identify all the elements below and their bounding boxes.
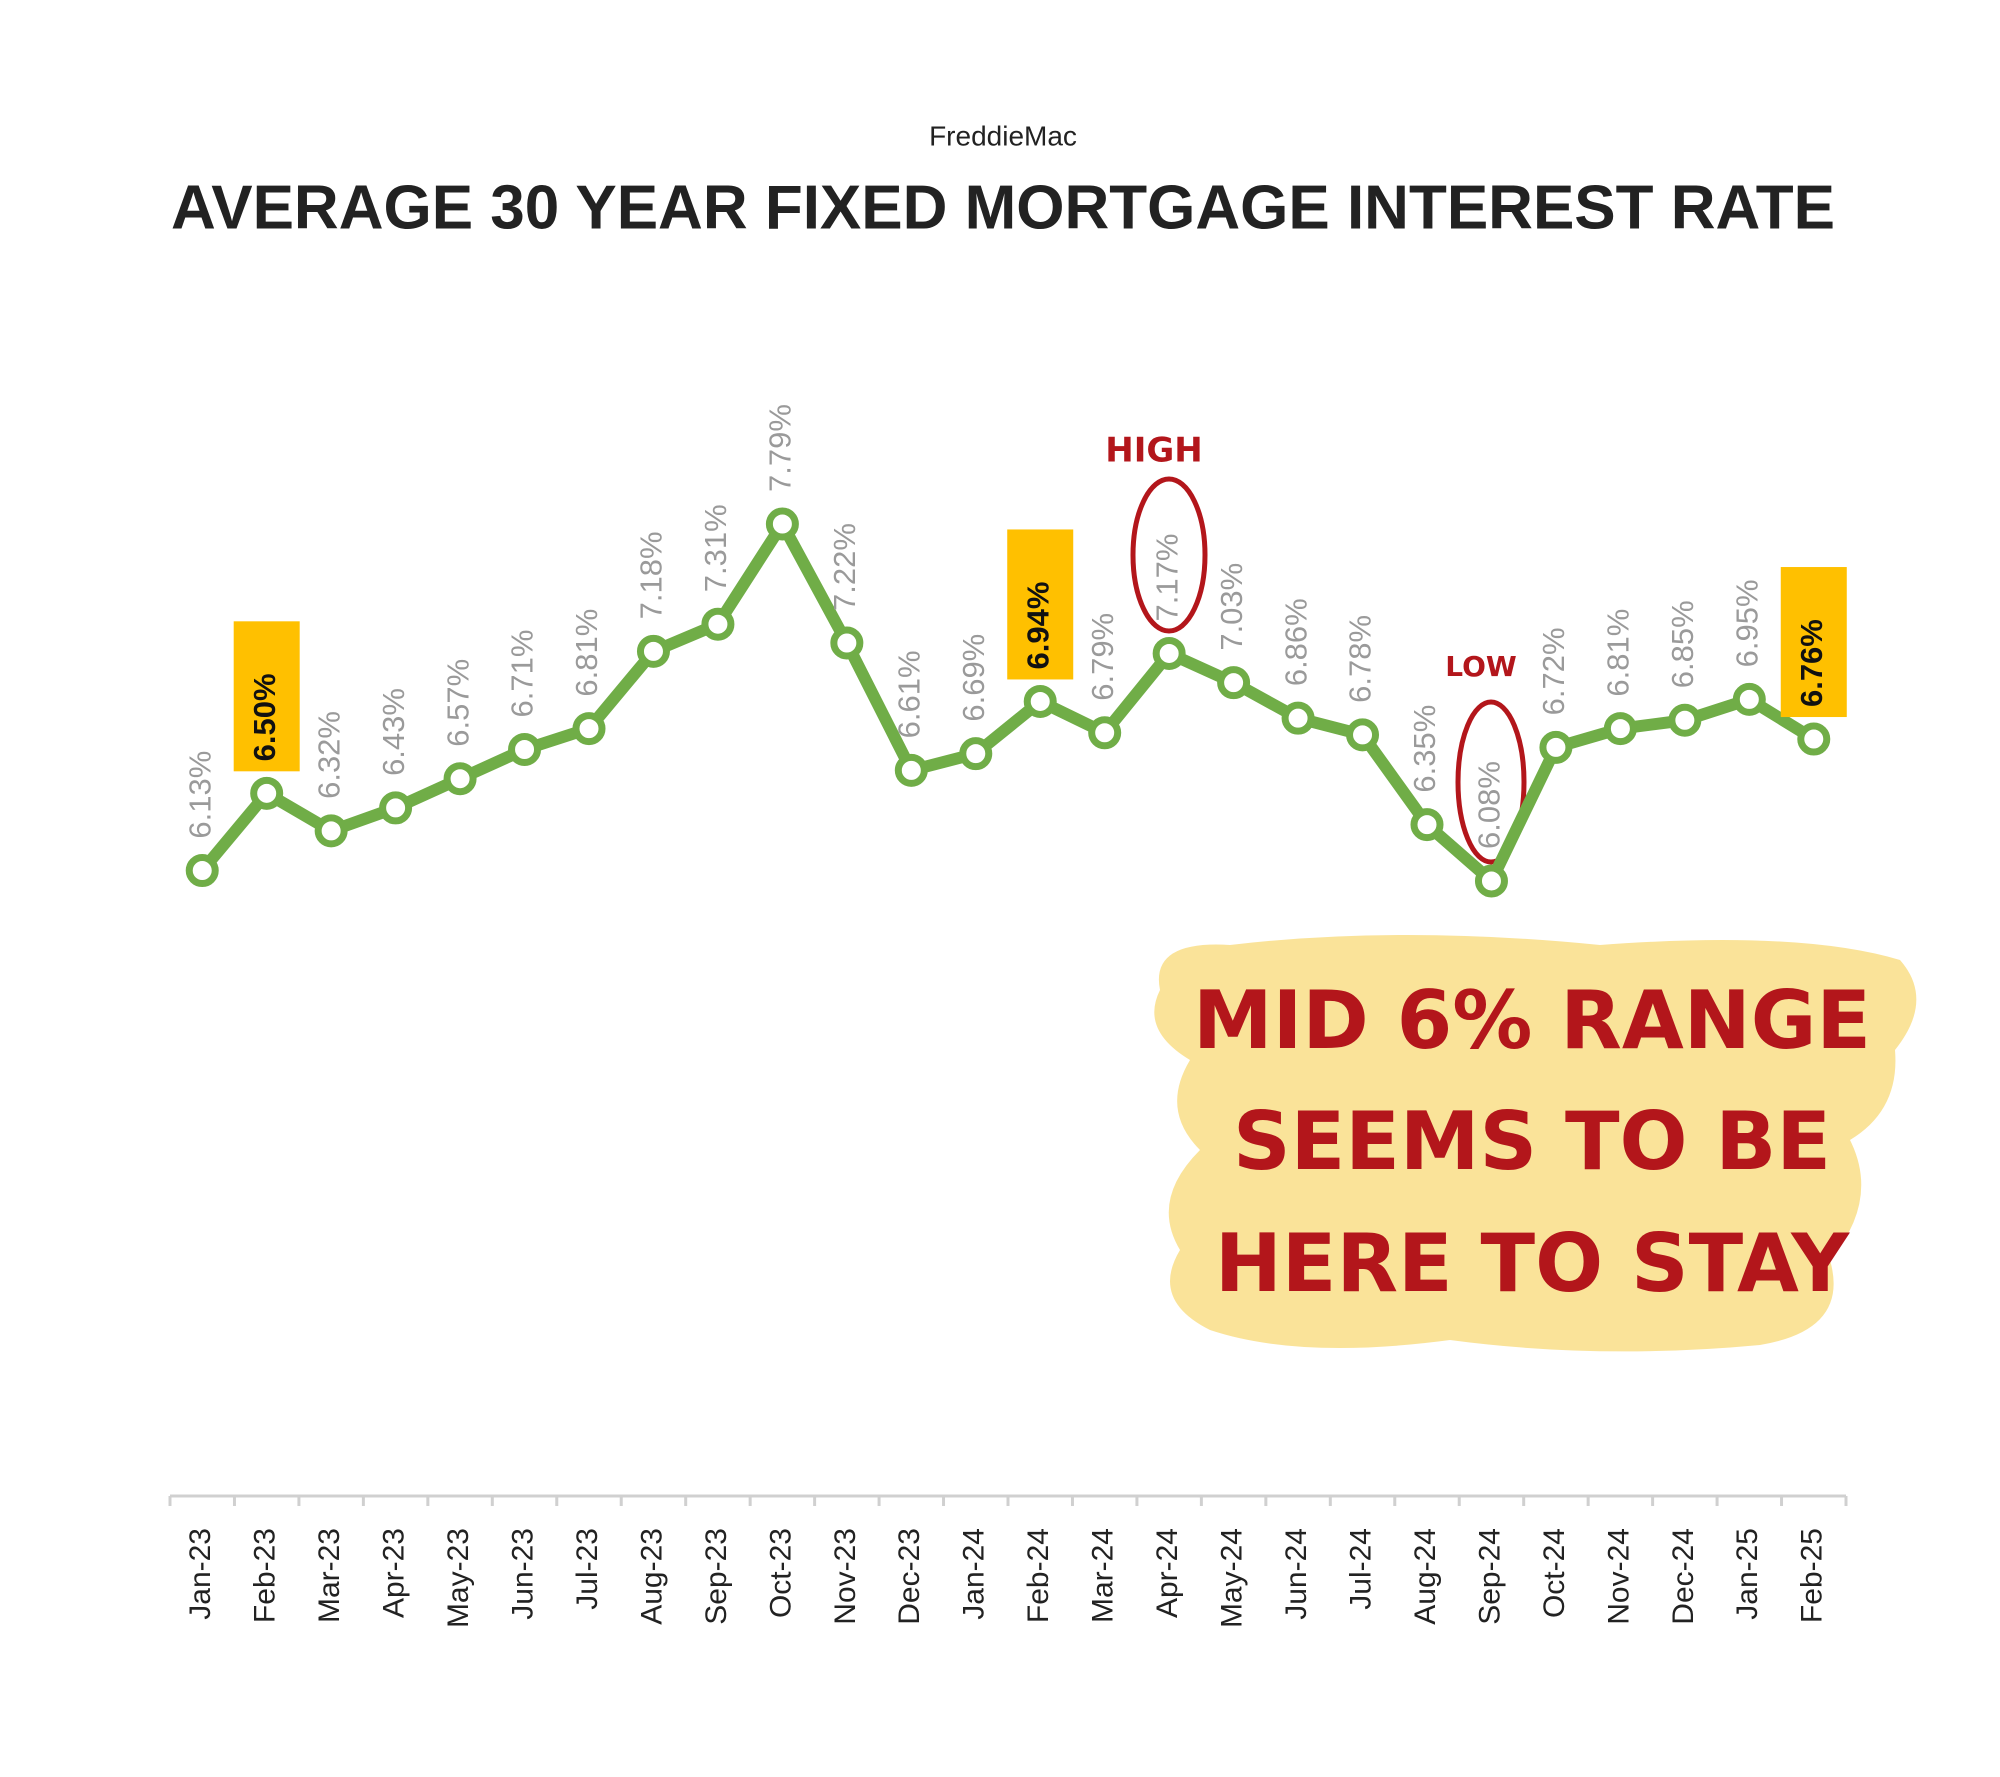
x-tick-label: Apr-23	[378, 1528, 411, 1618]
x-tick-label: Jun-24	[1280, 1528, 1313, 1620]
x-tick-label: Jun-23	[506, 1528, 539, 1620]
chart-title: AVERAGE 30 YEAR FIXED MORTGAGE INTEREST …	[171, 173, 1835, 242]
data-label: 6.85%	[1665, 600, 1700, 688]
point	[830, 626, 864, 660]
point	[1603, 712, 1637, 746]
data-label: 6.72%	[1536, 627, 1571, 715]
x-tick-label: Sep-24	[1473, 1528, 1506, 1625]
point	[508, 732, 542, 766]
data-label: 6.71%	[505, 630, 540, 718]
x-tick-label: Apr-24	[1151, 1528, 1184, 1618]
low-annotation: LOW	[1445, 650, 1517, 683]
point	[765, 507, 799, 541]
x-tick-label: Jul-24	[1344, 1528, 1377, 1610]
x-tick-label: Feb-24	[1022, 1528, 1055, 1623]
label-highlight	[1780, 567, 1847, 718]
data-label: 6.86%	[1278, 598, 1313, 686]
point	[185, 854, 219, 888]
data-label: 6.43%	[376, 688, 411, 776]
data-label: 6.76%	[1794, 619, 1829, 707]
point	[379, 791, 413, 825]
x-tick-label: Nov-24	[1602, 1528, 1635, 1625]
label-highlight	[1007, 529, 1074, 680]
x-tick-label: Jan-24	[958, 1528, 991, 1620]
data-label: 7.79%	[763, 404, 798, 492]
point	[1474, 864, 1508, 898]
point	[701, 607, 735, 641]
x-tick-label: Aug-24	[1409, 1528, 1442, 1625]
point	[1281, 701, 1315, 735]
point	[1088, 716, 1122, 750]
x-tick-label: Sep-23	[700, 1528, 733, 1625]
point	[1668, 703, 1702, 737]
data-label: 6.13%	[182, 751, 217, 839]
note-line: MID 6% RANGE	[1193, 974, 1871, 1067]
data-label: 6.61%	[891, 650, 926, 738]
data-label: 6.69%	[956, 634, 991, 722]
point	[1410, 808, 1444, 842]
data-label: 6.32%	[311, 711, 346, 799]
x-tick-label: Nov-23	[829, 1528, 862, 1625]
data-label: 7.17%	[1149, 534, 1184, 622]
point	[443, 762, 477, 796]
label-highlight	[233, 621, 300, 772]
x-tick-label: Dec-23	[893, 1528, 926, 1625]
data-label: 7.31%	[698, 504, 733, 592]
note-highlight	[1154, 935, 1917, 1352]
x-tick-label: Oct-23	[764, 1528, 797, 1618]
point	[1217, 666, 1251, 700]
x-tick-label: Jan-23	[184, 1528, 217, 1620]
x-tick-label: Mar-24	[1087, 1528, 1120, 1623]
x-tick-label: Feb-23	[249, 1528, 282, 1623]
data-label: 6.95%	[1729, 579, 1764, 667]
x-tick-label: Mar-23	[313, 1528, 346, 1623]
chart-subtitle: FreddieMac	[929, 120, 1077, 151]
point	[636, 634, 670, 668]
x-tick-label: Aug-23	[635, 1528, 668, 1625]
x-tick-label: Dec-24	[1667, 1528, 1700, 1625]
data-label: 7.03%	[1214, 563, 1249, 651]
point	[250, 776, 284, 810]
point	[572, 712, 606, 746]
data-label: 6.78%	[1343, 615, 1378, 703]
point	[1346, 718, 1380, 752]
data-label: 6.57%	[440, 659, 475, 747]
x-tick-label: Jul-23	[571, 1528, 604, 1610]
data-label: 6.79%	[1085, 613, 1120, 701]
annotation-circles	[1130, 476, 1527, 865]
data-label: 6.81%	[569, 609, 604, 697]
data-label: 7.22%	[827, 523, 862, 611]
x-tick-label: Oct-24	[1538, 1528, 1571, 1618]
x-tick-label: May-24	[1216, 1528, 1249, 1628]
note-line: SEEMS TO BE	[1233, 1095, 1831, 1188]
note-line: HERE TO STAY	[1215, 1217, 1850, 1310]
x-tick-label: Feb-25	[1796, 1528, 1829, 1623]
point	[314, 814, 348, 848]
point	[959, 737, 993, 771]
data-label: 6.08%	[1472, 761, 1507, 849]
point	[894, 753, 928, 787]
data-label: 6.50%	[247, 673, 282, 761]
x-tick-label: Jan-25	[1731, 1528, 1764, 1620]
data-label: 6.35%	[1407, 705, 1442, 793]
point	[1539, 730, 1573, 764]
data-label: 6.94%	[1020, 582, 1055, 670]
data-label: 7.18%	[634, 531, 669, 619]
data-label: 6.81%	[1601, 609, 1636, 697]
point	[1732, 682, 1766, 716]
point	[1023, 684, 1057, 718]
x-tick-label: May-23	[442, 1528, 475, 1628]
high-annotation: HIGH	[1105, 431, 1202, 471]
point	[1797, 722, 1831, 756]
point	[1152, 636, 1186, 670]
